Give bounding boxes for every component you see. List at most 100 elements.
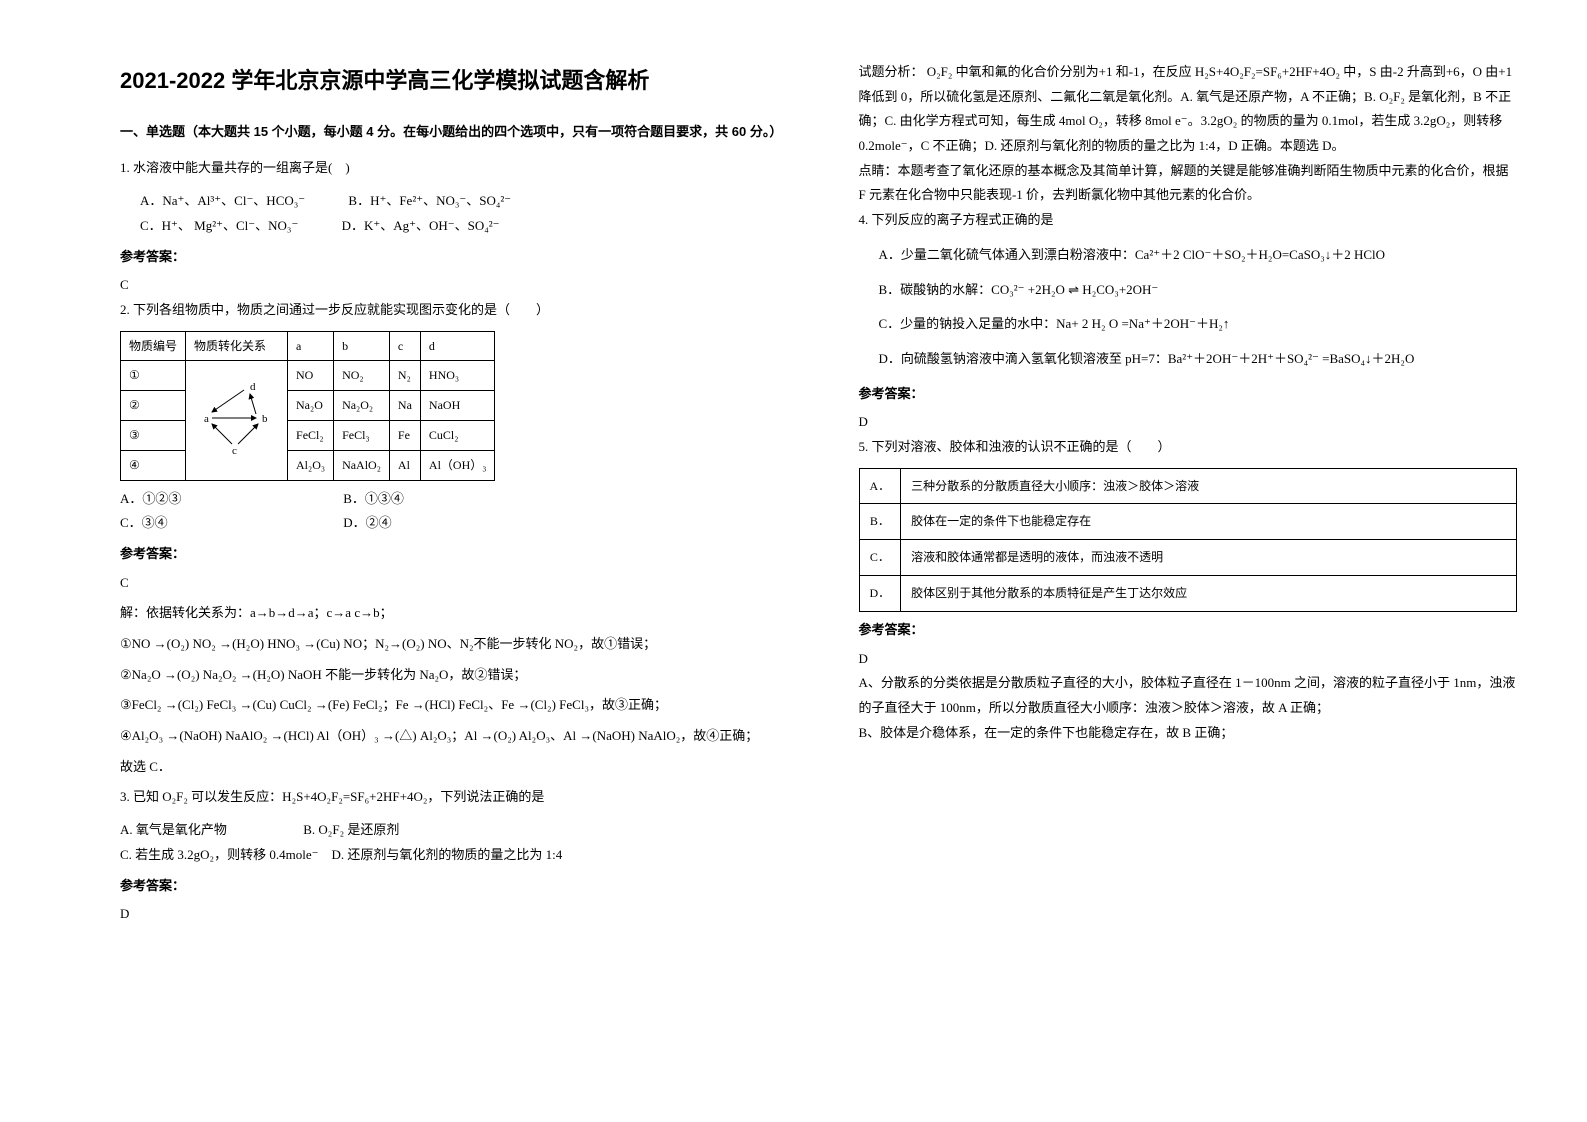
q3-analysis: 试题分析： O₂F₂ 中氧和氟的化合价分别为+1 和-1，在反应 H₂S+4O₂… <box>859 60 1518 159</box>
cell: N₂ <box>389 361 420 391</box>
q3-optD: D. 还原剂与氧化剂的物质的量之比为 1:4 <box>331 847 562 862</box>
q3-optC: C. 若生成 3.2gO₂，则转移 0.4mole⁻ <box>120 847 318 862</box>
cell: NaOH <box>420 391 495 421</box>
table-row: B． 胶体在一定的条件下也能稳定存在 <box>859 504 1517 540</box>
q2-explain-intro: 解：依据转化关系为：a→b→d→a；c→a c→b； <box>120 601 779 626</box>
q5-stem: 5. 下列对溶液、胶体和浊液的认识不正确的是（ ） <box>859 435 1518 460</box>
th-3: b <box>334 331 390 361</box>
table-row: D． 胶体区别于其他分散系的本质特征是产生丁达尔效应 <box>859 576 1517 612</box>
cell: NO₂ <box>334 361 390 391</box>
q4-optB: B．碳酸钠的水解：CO₃²⁻ +2H₂O ⇌ H₂CO₃+2OH⁻ <box>859 278 1518 303</box>
q3-answer: D <box>120 902 779 927</box>
th-2: a <box>288 331 334 361</box>
table-row: ① a b c d <box>121 361 495 391</box>
q3-hint: 点睛：本题考查了氧化还原的基本概念及其简单计算，解题的关键是能够准确判断陌生物质… <box>859 159 1518 208</box>
cell: 胶体区别于其他分散系的本质特征是产生丁达尔效应 <box>901 576 1517 612</box>
q2-explain-end: 故选 C． <box>120 755 779 780</box>
q1-answer: C <box>120 273 779 298</box>
svg-text:a: a <box>204 413 209 425</box>
q3-options-row2: C. 若生成 3.2gO₂，则转移 0.4mole⁻ D. 还原剂与氧化剂的物质… <box>120 843 779 868</box>
svg-text:d: d <box>250 381 256 393</box>
q1-optB: B．H⁺、Fe²⁺、NO₃⁻、SO₄²⁻ <box>348 189 511 214</box>
section-intro: 一、单选题（本大题共 15 个小题，每小题 4 分。在每小题给出的四个选项中，只… <box>120 120 779 145</box>
q2-explain4: ④Al₂O₃ →(NaOH) NaAlO₂ →(HCl) Al（OH）₃ →(△… <box>120 724 779 749</box>
table-row: ③ FeCl₂ FeCl₃ Fe CuCl₂ <box>121 421 495 451</box>
th-5: d <box>420 331 495 361</box>
q5-explainA: A、分散系的分类依据是分散质粒子直径的大小，胶体粒子直径在 1－100nm 之间… <box>859 671 1518 720</box>
q5-answer: D <box>859 647 1518 672</box>
cell: B． <box>859 504 901 540</box>
q1-stem: 1. 水溶液中能大量共存的一组离子是( ) <box>120 156 779 181</box>
q4-optA: A．少量二氧化硫气体通入到漂白粉溶液中：Ca²⁺＋2 ClO⁻＋SO₂＋H₂O=… <box>859 243 1518 268</box>
q3-answer-label: 参考答案： <box>120 874 779 899</box>
cell: CuCl₂ <box>420 421 495 451</box>
cell: 胶体在一定的条件下也能稳定存在 <box>901 504 1517 540</box>
q4-optC: C．少量的钠投入足量的水中：Na+ 2 H₂ O =Na⁺＋2OH⁻＋H₂↑ <box>859 312 1518 337</box>
q2-explain2: ②Na₂O →(O₂) Na₂O₂ →(H₂O) NaOH 不能一步转化为 Na… <box>120 663 779 688</box>
cell: Al（OH）₃ <box>420 450 495 480</box>
cell: 溶液和胶体通常都是透明的液体，而浊液不透明 <box>901 540 1517 576</box>
q5-table: A． 三种分散系的分散质直径大小顺序：浊液＞胶体＞溶液 B． 胶体在一定的条件下… <box>859 468 1518 612</box>
cell: ② <box>121 391 186 421</box>
q1-optA: A．Na⁺、Al³⁺、Cl⁻、HCO₃⁻ <box>140 189 305 214</box>
cell: Fe <box>389 421 420 451</box>
q2-options-row2: C．③④ D．②④ <box>120 511 779 536</box>
page-title: 2021-2022 学年北京京源中学高三化学模拟试题含解析 <box>120 60 779 102</box>
cell: Al₂O₃ <box>288 450 334 480</box>
table-row: ④ Al₂O₃ NaAlO₂ Al Al（OH）₃ <box>121 450 495 480</box>
q2-table: 物质编号 物质转化关系 a b c d ① a b c d <box>120 331 495 481</box>
cell: Na₂O₂ <box>334 391 390 421</box>
transform-diagram: a b c d <box>194 374 279 459</box>
diagram-cell: a b c d <box>186 361 288 480</box>
cell: Na₂O <box>288 391 334 421</box>
q5-answer-label: 参考答案： <box>859 618 1518 643</box>
q2-optD: D．②④ <box>343 515 391 530</box>
q4-answer: D <box>859 410 1518 435</box>
th-1: 物质转化关系 <box>186 331 288 361</box>
q1-options-row2: C．H⁺、 Mg²⁺、Cl⁻、NO₃⁻ D．K⁺、Ag⁺、OH⁻、SO₄²⁻ <box>120 214 779 239</box>
q4-stem: 4. 下列反应的离子方程式正确的是 <box>859 208 1518 233</box>
q2-options-row1: A．①②③ B．①③④ <box>120 487 779 512</box>
q2-explain3: ③FeCl₂ →(Cl₂) FeCl₃ →(Cu) CuCl₂ →(Fe) Fe… <box>120 693 779 718</box>
q2-answer-label: 参考答案： <box>120 542 779 567</box>
q2-answer: C <box>120 571 779 596</box>
cell: HNO₃ <box>420 361 495 391</box>
q3-stem: 3. 已知 O₂F₂ 可以发生反应：H₂S+4O₂F₂=SF₆+2HF+4O₂，… <box>120 785 779 810</box>
cell: FeCl₃ <box>334 421 390 451</box>
q3-optB: B. O₂F₂ 是还原剂 <box>303 822 399 837</box>
q1-answer-label: 参考答案： <box>120 245 779 270</box>
q2-stem: 2. 下列各组物质中，物质之间通过一步反应就能实现图示变化的是（ ） <box>120 298 779 323</box>
table-row: ② Na₂O Na₂O₂ Na NaOH <box>121 391 495 421</box>
table-header-row: 物质编号 物质转化关系 a b c d <box>121 331 495 361</box>
cell: ④ <box>121 450 186 480</box>
q5-explainB: B、胶体是介稳体系，在一定的条件下也能稳定存在，故 B 正确； <box>859 721 1518 746</box>
cell: ① <box>121 361 186 391</box>
q4-optD: D．向硫酸氢钠溶液中滴入氢氧化钡溶液至 pH=7：Ba²⁺＋2OH⁻＋2H⁺＋S… <box>859 347 1518 372</box>
cell: D． <box>859 576 901 612</box>
svg-text:b: b <box>262 413 268 425</box>
cell: 三种分散系的分散质直径大小顺序：浊液＞胶体＞溶液 <box>901 468 1517 504</box>
q2-optB: B．①③④ <box>343 491 404 506</box>
cell: C． <box>859 540 901 576</box>
table-row: C． 溶液和胶体通常都是透明的液体，而浊液不透明 <box>859 540 1517 576</box>
q4-answer-label: 参考答案： <box>859 382 1518 407</box>
q2-optC: C．③④ <box>120 511 340 536</box>
q3-options-row1: A. 氧气是氧化产物 B. O₂F₂ 是还原剂 <box>120 818 779 843</box>
table-row: A． 三种分散系的分散质直径大小顺序：浊液＞胶体＞溶液 <box>859 468 1517 504</box>
cell: NaAlO₂ <box>334 450 390 480</box>
q1-optD: D．K⁺、Ag⁺、OH⁻、SO₄²⁻ <box>342 214 500 239</box>
cell: ③ <box>121 421 186 451</box>
cell: FeCl₂ <box>288 421 334 451</box>
q2-explain1: ①NO →(O₂) NO₂ →(H₂O) HNO₃ →(Cu) NO；N₂→(O… <box>120 632 779 657</box>
q1-optC: C．H⁺、 Mg²⁺、Cl⁻、NO₃⁻ <box>140 214 298 239</box>
cell: A． <box>859 468 901 504</box>
cell: Na <box>389 391 420 421</box>
th-4: c <box>389 331 420 361</box>
q1-options-row1: A．Na⁺、Al³⁺、Cl⁻、HCO₃⁻ B．H⁺、Fe²⁺、NO₃⁻、SO₄²… <box>120 189 779 214</box>
th-0: 物质编号 <box>121 331 186 361</box>
q2-optA: A．①②③ <box>120 487 340 512</box>
svg-text:c: c <box>232 445 237 457</box>
cell: NO <box>288 361 334 391</box>
cell: Al <box>389 450 420 480</box>
q3-optA: A. 氧气是氧化产物 <box>120 818 300 843</box>
